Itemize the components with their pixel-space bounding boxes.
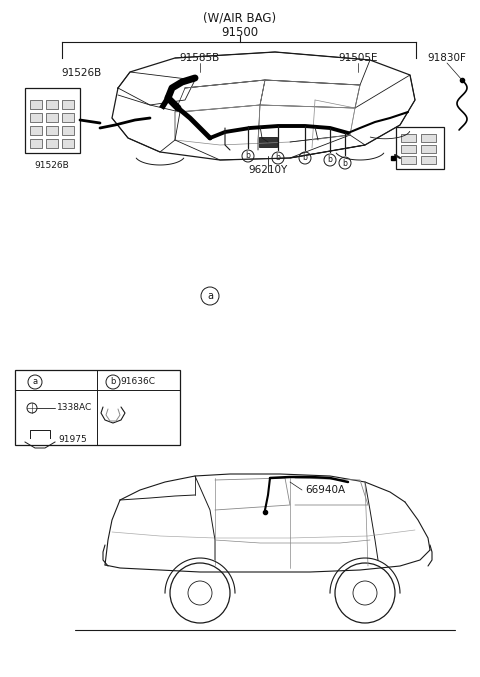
FancyBboxPatch shape: [401, 145, 416, 153]
Text: b: b: [302, 154, 307, 162]
Text: 91830F: 91830F: [428, 53, 467, 63]
FancyBboxPatch shape: [15, 370, 180, 445]
Text: 91585B: 91585B: [180, 53, 220, 63]
FancyBboxPatch shape: [29, 100, 41, 108]
Text: a: a: [33, 378, 37, 387]
Text: 91636C: 91636C: [120, 378, 155, 387]
Text: 1338AC: 1338AC: [57, 403, 92, 412]
FancyBboxPatch shape: [401, 134, 416, 142]
Text: 91526B: 91526B: [62, 68, 102, 78]
FancyBboxPatch shape: [421, 134, 436, 142]
FancyBboxPatch shape: [24, 87, 80, 152]
FancyBboxPatch shape: [46, 112, 58, 121]
FancyBboxPatch shape: [421, 145, 436, 153]
FancyBboxPatch shape: [46, 139, 58, 148]
FancyBboxPatch shape: [29, 125, 41, 135]
Text: b: b: [343, 158, 348, 167]
Text: 91526B: 91526B: [35, 160, 70, 169]
Text: 91505E: 91505E: [338, 53, 378, 63]
Text: 91975: 91975: [58, 435, 87, 445]
Text: a: a: [207, 291, 213, 301]
Text: 66940A: 66940A: [305, 485, 345, 495]
FancyBboxPatch shape: [29, 112, 41, 121]
FancyBboxPatch shape: [61, 112, 73, 121]
Text: b: b: [327, 156, 333, 165]
Text: 91500: 91500: [221, 26, 259, 39]
Text: 96210Y: 96210Y: [248, 165, 288, 175]
FancyBboxPatch shape: [259, 137, 277, 147]
FancyBboxPatch shape: [61, 100, 73, 108]
FancyBboxPatch shape: [46, 100, 58, 108]
Text: (W/AIR BAG): (W/AIR BAG): [204, 12, 276, 24]
FancyBboxPatch shape: [401, 156, 416, 164]
FancyBboxPatch shape: [421, 156, 436, 164]
Text: b: b: [276, 154, 280, 162]
FancyBboxPatch shape: [61, 125, 73, 135]
Text: b: b: [110, 378, 116, 387]
FancyBboxPatch shape: [61, 139, 73, 148]
FancyBboxPatch shape: [396, 127, 444, 169]
Text: b: b: [246, 152, 251, 160]
FancyBboxPatch shape: [46, 125, 58, 135]
FancyBboxPatch shape: [29, 139, 41, 148]
